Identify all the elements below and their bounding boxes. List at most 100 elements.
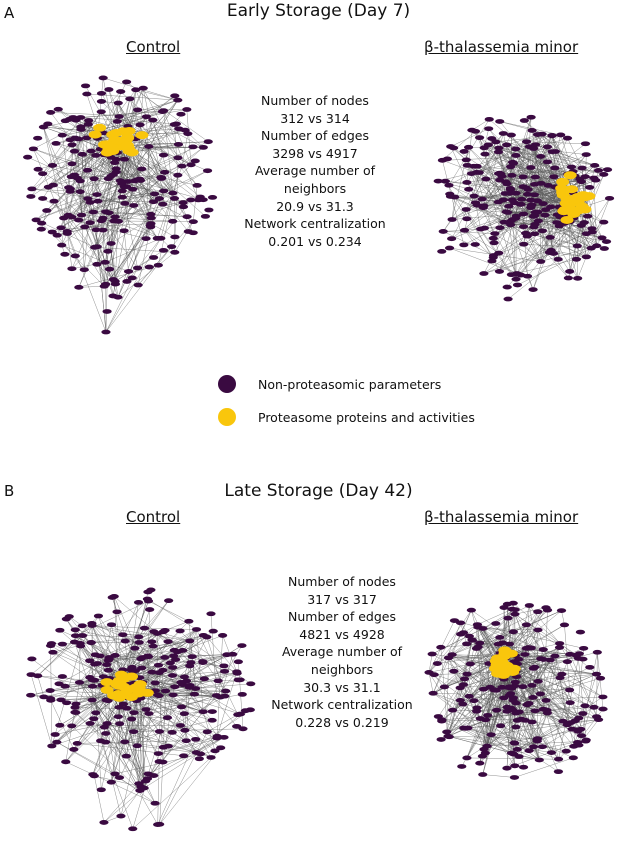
non-proteasomic-node — [66, 174, 76, 180]
non-proteasomic-node — [170, 657, 181, 662]
non-proteasomic-node — [221, 688, 231, 694]
non-proteasomic-node — [504, 190, 515, 196]
non-proteasomic-node — [54, 681, 64, 687]
non-proteasomic-node — [144, 264, 154, 270]
non-proteasomic-node — [149, 773, 159, 778]
non-proteasomic-node — [524, 603, 534, 608]
non-proteasomic-node — [491, 621, 501, 626]
non-proteasomic-node — [522, 702, 532, 708]
non-proteasomic-node — [533, 627, 543, 633]
non-proteasomic-node — [51, 140, 61, 146]
non-proteasomic-node — [33, 135, 43, 141]
non-proteasomic-node — [235, 677, 245, 683]
non-proteasomic-node — [194, 756, 204, 762]
non-proteasomic-node — [33, 166, 43, 172]
non-proteasomic-node — [154, 693, 164, 699]
non-proteasomic-node — [87, 697, 97, 703]
non-proteasomic-node — [162, 715, 173, 721]
non-proteasomic-node — [191, 750, 201, 755]
non-proteasomic-node — [185, 638, 195, 644]
non-proteasomic-node — [498, 131, 508, 136]
non-proteasomic-node — [601, 239, 612, 244]
non-proteasomic-node — [570, 718, 580, 724]
non-proteasomic-node — [581, 254, 592, 260]
non-proteasomic-node — [185, 663, 195, 669]
non-proteasomic-node — [173, 142, 184, 147]
non-proteasomic-node — [188, 144, 198, 150]
non-proteasomic-node — [144, 711, 154, 717]
non-proteasomic-node — [176, 679, 186, 685]
non-proteasomic-node — [38, 124, 49, 130]
non-proteasomic-node — [469, 698, 479, 704]
non-proteasomic-node — [102, 309, 112, 314]
non-proteasomic-node — [546, 204, 556, 210]
non-proteasomic-node — [132, 743, 142, 749]
non-proteasomic-node — [191, 736, 201, 742]
non-proteasomic-node — [439, 684, 450, 690]
non-proteasomic-node — [135, 788, 145, 793]
non-proteasomic-node — [85, 199, 95, 205]
non-proteasomic-node — [83, 196, 93, 202]
panel-b-case-network — [424, 600, 608, 780]
non-proteasomic-node — [432, 661, 442, 666]
non-proteasomic-node — [461, 207, 471, 212]
stat-line: neighbors — [310, 661, 374, 677]
non-proteasomic-node — [538, 706, 548, 712]
panel-a-case-label: β-thalassemia minor — [424, 38, 579, 56]
non-proteasomic-node — [93, 198, 103, 204]
non-proteasomic-node — [165, 660, 175, 666]
non-proteasomic-node — [52, 232, 62, 238]
non-proteasomic-node — [67, 142, 77, 148]
non-proteasomic-node — [134, 640, 144, 645]
non-proteasomic-node — [153, 751, 163, 757]
non-proteasomic-node — [67, 266, 77, 272]
non-proteasomic-node — [233, 659, 243, 665]
non-proteasomic-node — [449, 618, 460, 624]
stat-line: neighbors — [283, 180, 347, 196]
panel-a-stats: Number of nodes 312 vs 314 Number of edg… — [240, 92, 390, 250]
non-proteasomic-node — [108, 277, 118, 282]
non-proteasomic-node — [490, 231, 500, 237]
non-proteasomic-node — [145, 607, 155, 612]
non-proteasomic-node — [473, 644, 483, 650]
non-proteasomic-node — [466, 607, 476, 613]
non-proteasomic-node — [538, 201, 548, 207]
non-proteasomic-node — [550, 165, 560, 171]
non-proteasomic-node — [110, 653, 120, 658]
non-proteasomic-node — [72, 740, 82, 746]
non-proteasomic-node — [119, 228, 129, 234]
non-proteasomic-node — [101, 731, 111, 736]
non-proteasomic-node — [144, 144, 154, 149]
non-proteasomic-node — [117, 188, 127, 194]
non-proteasomic-node — [508, 600, 518, 606]
non-proteasomic-node — [464, 633, 474, 639]
non-proteasomic-node — [188, 219, 198, 225]
non-proteasomic-node — [529, 146, 539, 151]
non-proteasomic-node — [110, 771, 120, 777]
non-proteasomic-node — [465, 661, 475, 667]
stat-line: Number of edges — [288, 609, 396, 625]
non-proteasomic-node — [536, 154, 546, 159]
non-proteasomic-node — [219, 668, 230, 674]
non-proteasomic-node — [488, 235, 498, 241]
proteasome-node — [100, 140, 114, 149]
non-proteasomic-node — [167, 729, 177, 735]
non-proteasomic-node — [98, 215, 108, 221]
non-proteasomic-node — [123, 269, 134, 274]
non-proteasomic-node — [504, 692, 515, 698]
non-proteasomic-node — [154, 729, 165, 734]
non-proteasomic-node — [75, 641, 85, 646]
panel-a-networks — [23, 75, 615, 335]
non-proteasomic-node — [228, 651, 238, 657]
non-proteasomic-node — [110, 214, 120, 220]
non-proteasomic-node — [198, 709, 208, 715]
stat-line: 3298 vs 4917 — [272, 145, 358, 161]
non-proteasomic-node — [160, 655, 170, 660]
non-proteasomic-node — [511, 153, 521, 158]
non-proteasomic-node — [104, 656, 114, 662]
non-proteasomic-node — [101, 281, 111, 287]
non-proteasomic-node — [213, 678, 223, 684]
stat-line: 0.228 vs 0.219 — [295, 714, 389, 730]
non-proteasomic-node — [36, 226, 46, 232]
non-proteasomic-node — [207, 194, 218, 200]
